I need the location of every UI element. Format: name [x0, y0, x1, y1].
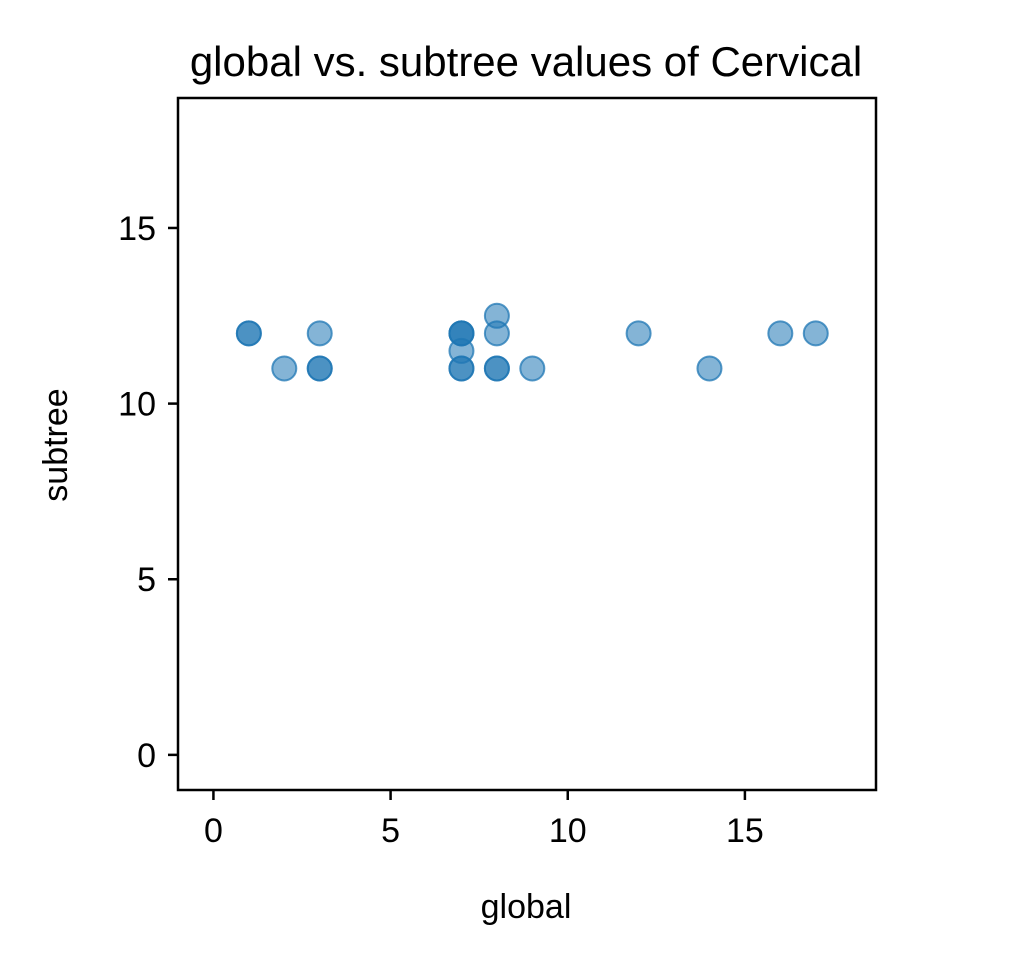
y-tick-label: 15: [118, 210, 156, 248]
x-tick-label: 10: [549, 812, 587, 850]
chart-title: global vs. subtree values of Cervical: [190, 38, 862, 85]
data-point: [802, 320, 829, 347]
data-point: [696, 355, 723, 382]
x-tick-label: 0: [204, 812, 223, 850]
data-point: [519, 355, 546, 382]
y-axis-label: subtree: [37, 388, 75, 501]
data-point: [306, 355, 333, 382]
y-tick-label: 5: [137, 561, 156, 599]
data-point: [483, 320, 510, 347]
data-point: [767, 320, 794, 347]
x-tick-label: 15: [726, 812, 764, 850]
data-point: [483, 355, 510, 382]
data-point: [235, 320, 262, 347]
y-tick-label: 10: [118, 386, 156, 424]
axis-ticks: 0 5 10 15 0 5 10 15: [118, 210, 764, 850]
x-axis-label: global: [481, 888, 572, 926]
y-tick-label: 0: [137, 737, 156, 775]
data-points: [235, 302, 829, 382]
x-tick-label: 5: [381, 812, 400, 850]
data-point: [625, 320, 652, 347]
data-point: [306, 320, 333, 347]
data-point: [448, 355, 475, 382]
data-point: [271, 355, 298, 382]
plot-frame: [176, 96, 878, 792]
